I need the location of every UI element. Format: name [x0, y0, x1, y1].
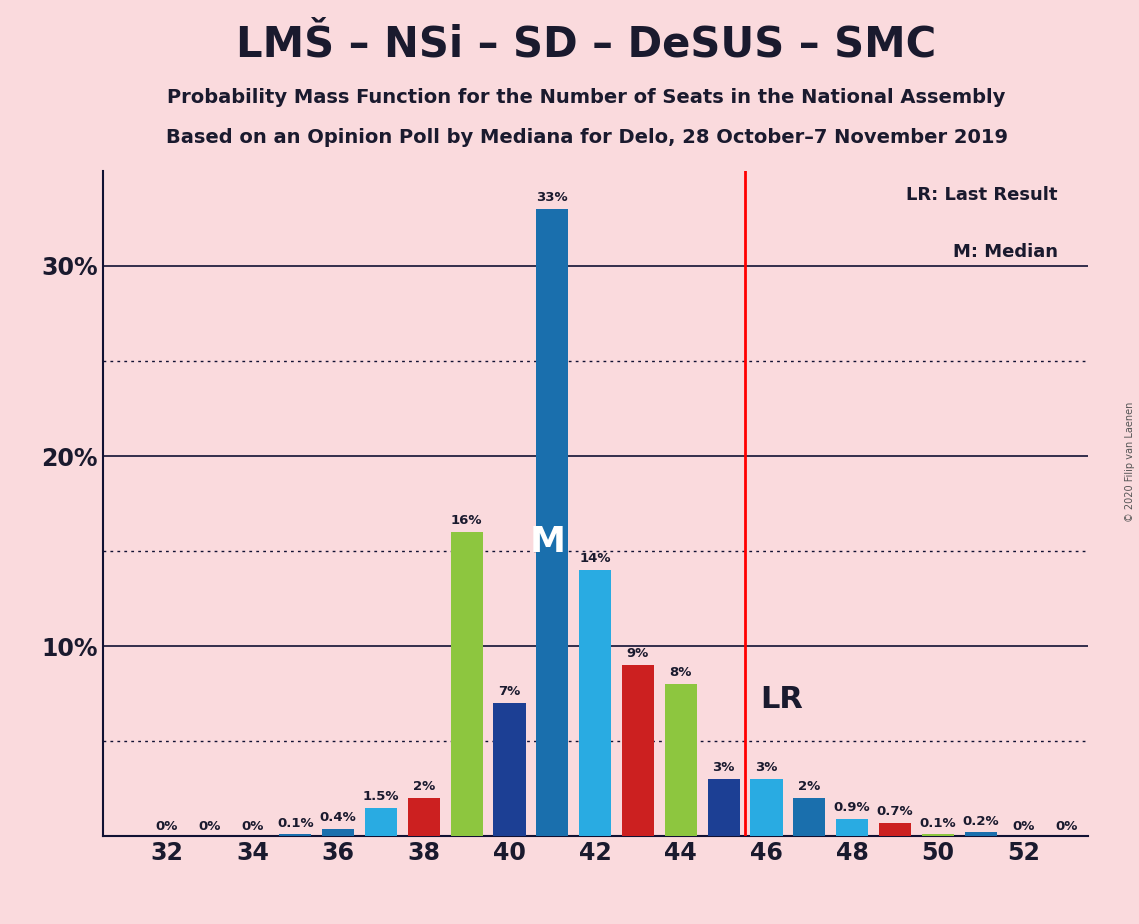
Bar: [364, 808, 398, 836]
Text: M: M: [530, 525, 565, 559]
Text: Based on an Opinion Poll by Mediana for Delo, 28 October–7 November 2019: Based on an Opinion Poll by Mediana for …: [165, 128, 1008, 147]
Text: 0.1%: 0.1%: [277, 817, 313, 830]
Text: 3%: 3%: [713, 761, 735, 774]
Text: 0.2%: 0.2%: [962, 815, 999, 828]
Text: © 2020 Filip van Laenen: © 2020 Filip van Laenen: [1125, 402, 1134, 522]
Text: 9%: 9%: [626, 648, 649, 661]
Bar: [793, 798, 826, 836]
Bar: [451, 532, 483, 836]
Bar: [965, 833, 997, 836]
Bar: [579, 570, 612, 836]
Bar: [322, 829, 354, 836]
Bar: [493, 703, 525, 836]
Bar: [921, 834, 953, 836]
Bar: [536, 209, 568, 836]
Text: 1.5%: 1.5%: [362, 790, 399, 803]
Text: 0%: 0%: [1013, 820, 1034, 833]
Text: 2%: 2%: [412, 781, 435, 794]
Text: 33%: 33%: [536, 191, 568, 204]
Text: 0%: 0%: [198, 820, 221, 833]
Text: LR: Last Result: LR: Last Result: [907, 186, 1058, 204]
Bar: [665, 684, 697, 836]
Text: 0%: 0%: [1055, 820, 1077, 833]
Text: 0.1%: 0.1%: [919, 817, 956, 830]
Bar: [879, 823, 911, 836]
Bar: [751, 779, 782, 836]
Text: 0.9%: 0.9%: [834, 801, 870, 814]
Text: 7%: 7%: [499, 686, 521, 699]
Text: 0%: 0%: [241, 820, 263, 833]
Text: 0%: 0%: [156, 820, 178, 833]
Bar: [408, 798, 440, 836]
Bar: [836, 819, 868, 836]
Text: LMŠ – NSi – SD – DeSUS – SMC: LMŠ – NSi – SD – DeSUS – SMC: [237, 23, 936, 65]
Bar: [279, 834, 311, 836]
Bar: [707, 779, 739, 836]
Text: 16%: 16%: [451, 515, 483, 528]
Text: 14%: 14%: [580, 553, 611, 565]
Text: 2%: 2%: [798, 781, 820, 794]
Bar: [622, 665, 654, 836]
Text: 8%: 8%: [670, 666, 693, 679]
Text: 3%: 3%: [755, 761, 778, 774]
Text: 0.7%: 0.7%: [877, 805, 913, 818]
Text: M: Median: M: Median: [952, 243, 1058, 261]
Text: Probability Mass Function for the Number of Seats in the National Assembly: Probability Mass Function for the Number…: [167, 88, 1006, 107]
Text: 0.4%: 0.4%: [320, 811, 357, 824]
Text: LR: LR: [760, 685, 803, 714]
